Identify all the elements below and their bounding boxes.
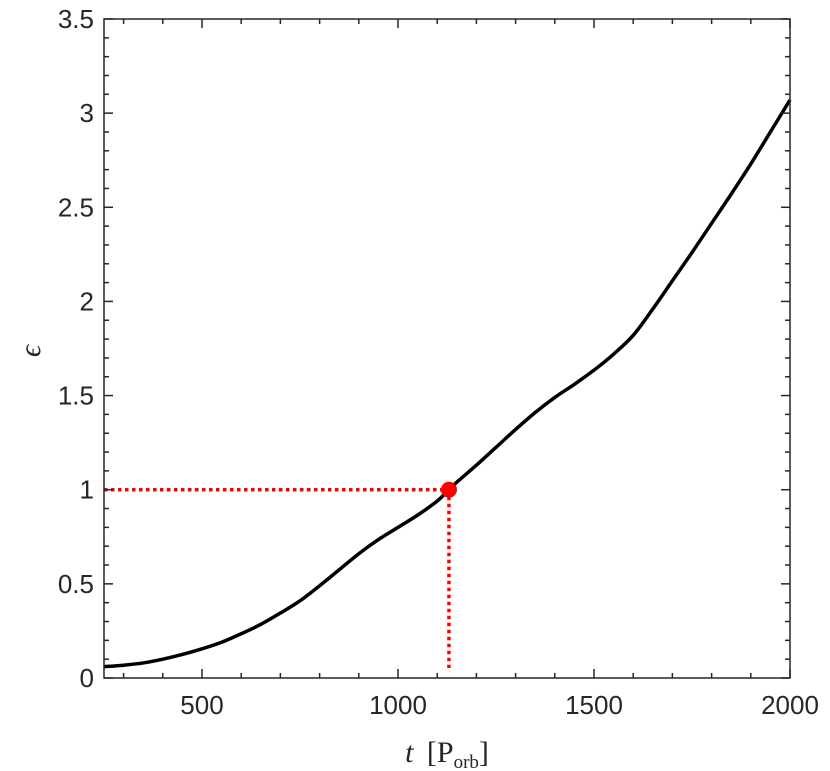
series-line-0 [103,99,792,669]
plot-layer [103,99,792,669]
y-tick-label: 0 [80,663,94,693]
x-tick-label: 2000 [761,690,819,720]
y-tick-label: 1 [80,475,94,505]
y-tick-label: 2.5 [58,192,94,222]
y-tick-label: 3.5 [58,4,94,34]
y-tick-label: 2 [80,286,94,316]
x-tick-label: 500 [180,690,223,720]
x-axis-label: t [Porb] [405,736,489,771]
y-tick-label: 0.5 [58,569,94,599]
highlight-point [440,481,457,498]
x-tick-label: 1000 [369,690,427,720]
axes-frame [103,18,791,679]
x-tick-label: 1500 [565,690,623,720]
labels-layer: t [Porb] ϵ [14,343,489,771]
y-tick-label: 1.5 [58,381,94,411]
y-axis-label: ϵ [14,343,47,357]
y-tick-label: 3 [80,98,94,128]
axes-layer: 500 1000 1500 2000 0 0.5 1 1.5 2 2.5 3 3.5 [58,4,819,720]
